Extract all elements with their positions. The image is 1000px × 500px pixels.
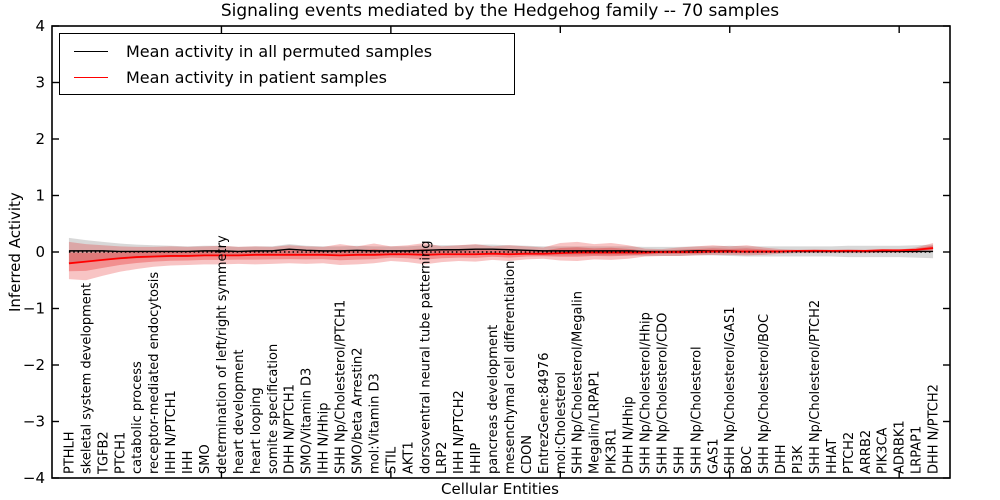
x-category-label: DHH N/Hhip: [622, 396, 637, 474]
x-category-label: heart development: [232, 349, 247, 474]
y-axis-label: Inferred Activity: [6, 192, 24, 312]
y-tick-label: 1: [35, 187, 45, 205]
x-axis-label: Cellular Entities: [441, 480, 559, 498]
y-tick-label: 3: [35, 74, 45, 92]
legend-line-patient-icon: [74, 76, 108, 78]
y-tick-label: −3: [23, 413, 45, 431]
x-category-label: SMO: [198, 444, 213, 474]
x-category-label: SHH Np/Cholesterol/GAS1: [723, 306, 738, 474]
legend-label-permuted: Mean activity in all permuted samples: [126, 41, 433, 61]
y-tick-label: 0: [35, 243, 45, 261]
x-category-label: skeletal system development: [79, 283, 94, 474]
x-category-label: DHH: [774, 444, 789, 474]
x-category-label: SHH: [672, 446, 687, 474]
x-category-label: determination of left/right symmetry: [215, 235, 230, 474]
x-category-label: pancreas development: [486, 325, 501, 474]
x-category-label: SHH Np/Cholesterol/BOC: [757, 314, 772, 474]
legend-line-permuted-icon: [74, 50, 108, 52]
x-category-label: receptor-mediated endocytosis: [147, 272, 162, 474]
y-tick-label: −1: [23, 300, 45, 318]
x-category-label: DHH N/PTCH2: [927, 384, 942, 474]
x-category-label: SHH Np/Cholesterol/Megalin: [571, 291, 586, 474]
x-category-label: LRPAP1: [910, 426, 925, 474]
x-category-label: GAS1: [706, 439, 721, 475]
x-category-label: SHH Np/Cholesterol/Hhip: [639, 312, 654, 474]
x-category-label: heart looping: [249, 387, 264, 474]
permuted-band: [68, 237, 934, 264]
x-category-label: mesenchymal cell differentiation: [503, 261, 518, 474]
x-category-label: ADRBK1: [893, 420, 908, 474]
x-category-label: SMO/beta Arrestin2: [350, 347, 365, 474]
patient-mean-line: [68, 247, 934, 265]
y-tick-label: −2: [23, 356, 45, 374]
x-category-label: mol:Vitamin D3: [367, 373, 382, 474]
x-category-label: SHH Np/Cholesterol/PTCH2: [808, 300, 823, 474]
x-category-label: IHH N/Hhip: [317, 403, 332, 475]
x-category-label: SMO/Vitamin D3: [300, 368, 315, 474]
x-category-label: dorsoventral neural tube patterning: [418, 241, 433, 474]
x-category-label: PIK3R1: [605, 428, 620, 474]
x-category-label: mol:Cholesterol: [554, 372, 569, 474]
y-tick-label: 4: [35, 17, 45, 35]
x-category-label: DHH N/PTCH1: [283, 384, 298, 474]
x-category-label: TGFB2: [96, 431, 111, 475]
legend-label-patient: Mean activity in patient samples: [126, 67, 387, 87]
x-category-label: CDON: [520, 435, 535, 474]
x-category-label: SHH Np/Cholesterol: [689, 346, 704, 474]
x-category-label: LRP2: [435, 442, 450, 474]
x-category-label: PIK3CA: [876, 427, 891, 474]
chart-title: Signaling events mediated by the Hedgeho…: [220, 1, 780, 21]
legend-entry-patient: Mean activity in patient samples: [60, 64, 514, 90]
x-category-label: PI3K: [791, 445, 806, 474]
legend-entry-permuted: Mean activity in all permuted samples: [60, 38, 514, 64]
x-category-label: PTCH1: [113, 432, 128, 474]
y-tick-label: 2: [35, 130, 45, 148]
x-category-label: Megalin/LRPAP1: [588, 370, 603, 474]
x-category-label: PTCH2: [842, 432, 857, 474]
x-category-label: STIL: [384, 446, 399, 474]
x-category-label: SHH Np/Cholesterol/PTCH1: [334, 300, 349, 474]
x-category-label: PTHLH: [62, 431, 77, 474]
x-category-label: ARRB2: [859, 430, 874, 474]
x-category-label: HHAT: [825, 439, 840, 474]
legend: Mean activity in all permuted samples Me…: [59, 33, 515, 95]
x-category-label: AKT1: [401, 441, 416, 474]
x-category-label: HHIP: [469, 443, 484, 474]
x-category-label: BOC: [740, 446, 755, 474]
y-tick-label: −4: [23, 469, 45, 487]
x-category-label: catabolic process: [130, 361, 145, 474]
x-category-label: IHH: [181, 451, 196, 474]
x-category-label: EntrezGene:84976: [537, 353, 552, 474]
x-category-label: IHH N/PTCH1: [164, 390, 179, 474]
x-category-label: IHH N/PTCH2: [452, 390, 467, 474]
x-category-label: SHH Np/Cholesterol/CDO: [655, 313, 670, 474]
x-category-label: somite specification: [266, 344, 281, 474]
